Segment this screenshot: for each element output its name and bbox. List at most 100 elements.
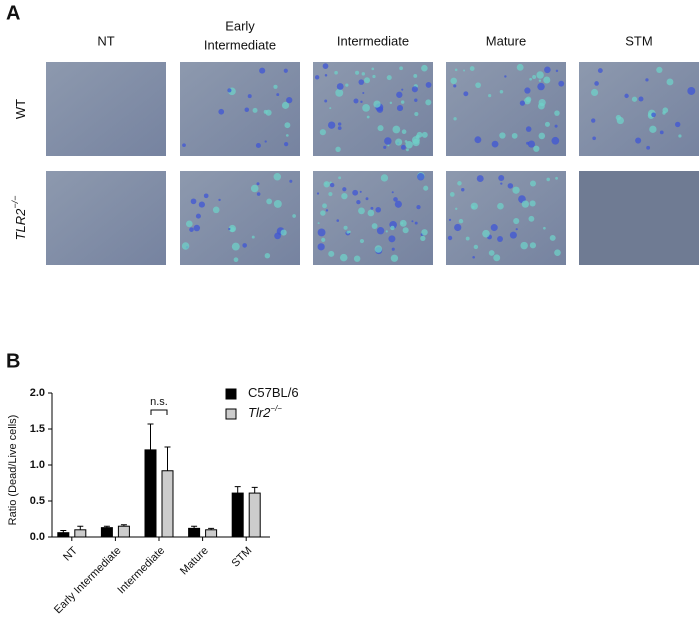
cell-stain xyxy=(322,203,327,209)
cell-stain xyxy=(504,75,507,78)
cell-stain xyxy=(393,197,398,202)
cell-stain xyxy=(455,207,458,210)
cell-stain xyxy=(421,229,428,236)
cell-stain xyxy=(454,223,462,232)
cell-stain xyxy=(400,100,405,104)
cell-stain xyxy=(498,174,505,181)
cell-stain xyxy=(352,189,359,196)
cell-stain xyxy=(193,224,201,232)
cell-stain xyxy=(414,98,418,102)
cell-stain xyxy=(509,231,517,239)
cell-stain xyxy=(233,257,239,263)
cell-stain xyxy=(182,143,186,148)
cell-stain xyxy=(316,192,320,195)
cell-stain xyxy=(411,220,414,223)
cell-stain xyxy=(687,87,696,95)
cell-stain xyxy=(399,66,403,71)
cell-stain xyxy=(474,136,482,144)
cell-stain xyxy=(529,77,532,81)
column-header: STM xyxy=(625,33,652,48)
cell-stain xyxy=(401,129,407,135)
cell-stain xyxy=(320,210,326,216)
bar xyxy=(100,527,113,538)
cell-stain xyxy=(255,142,261,149)
cell-stain xyxy=(384,137,392,145)
cell-stain xyxy=(631,96,638,102)
x-tick-label: Mature xyxy=(178,545,211,578)
cell-stain xyxy=(425,99,432,106)
cell-stain xyxy=(391,247,395,251)
bar xyxy=(188,527,201,538)
y-tick-label: 2.0 xyxy=(30,387,45,399)
cell-stain xyxy=(396,105,404,112)
cell-stain xyxy=(341,192,348,200)
cell-stain xyxy=(491,140,499,148)
cell-stain xyxy=(336,83,344,90)
cell-stain xyxy=(538,132,546,140)
image-grid: NT Early Intermediate Intermediate Mature STM… xyxy=(10,18,699,265)
cell-stain xyxy=(411,86,418,93)
legend-superscript: −/− xyxy=(270,404,282,413)
cell-stain xyxy=(405,148,409,152)
cell-stain xyxy=(513,217,520,225)
cell-stain xyxy=(374,245,383,253)
cell-stain xyxy=(453,84,457,88)
cell-stain xyxy=(375,206,382,213)
y-axis-label: Ratio (Dead/Live cells) xyxy=(7,415,19,526)
cell-stain xyxy=(597,68,603,73)
cell-stain xyxy=(362,104,370,112)
cell-stain xyxy=(488,250,495,256)
bar xyxy=(74,529,87,538)
cell-stain xyxy=(345,83,349,87)
micrograph xyxy=(446,171,566,265)
cell-stain xyxy=(364,77,371,84)
cell-stain xyxy=(448,218,452,222)
cell-stain xyxy=(391,191,394,194)
cell-stain xyxy=(507,183,514,189)
cell-stain xyxy=(405,140,413,149)
cell-stain xyxy=(273,173,282,181)
cell-stain xyxy=(555,69,559,73)
cell-stain xyxy=(421,131,428,138)
cell-stain xyxy=(423,185,429,191)
cell-stain xyxy=(328,191,333,197)
cell-stain xyxy=(528,215,535,222)
cell-stain xyxy=(532,75,537,80)
cell-stain xyxy=(592,136,596,141)
cell-stain xyxy=(591,118,596,123)
cell-stain xyxy=(203,193,209,199)
cell-stain xyxy=(551,136,560,145)
cell-stain xyxy=(390,254,399,262)
cell-stain xyxy=(247,94,252,99)
cell-stain xyxy=(490,224,498,232)
cell-stain xyxy=(449,192,455,197)
column-header: Intermediate xyxy=(204,37,276,52)
cell-stain xyxy=(666,78,674,86)
cell-stain xyxy=(334,70,338,75)
cell-stain xyxy=(373,100,381,108)
cell-stain xyxy=(286,96,293,104)
cell-stain xyxy=(482,229,490,238)
cell-stain xyxy=(537,82,545,91)
cell-stain xyxy=(538,102,545,110)
error-bar xyxy=(191,525,198,529)
cell-stain xyxy=(635,137,642,144)
cell-stain xyxy=(195,213,201,219)
cell-stain xyxy=(421,64,428,72)
cell-stain xyxy=(244,107,250,113)
cell-stain xyxy=(555,176,558,180)
cell-stain xyxy=(365,197,369,201)
cell-stain xyxy=(554,249,561,257)
x-tick-label: STM xyxy=(229,545,254,570)
bar xyxy=(161,470,174,538)
row-label: WT xyxy=(13,99,28,119)
cell-stain xyxy=(417,173,425,181)
cell-stain xyxy=(463,69,466,72)
cell-stain xyxy=(242,243,247,248)
bar xyxy=(231,492,244,538)
column-header: Intermediate xyxy=(337,33,409,48)
cell-stain xyxy=(280,229,287,236)
cell-stain xyxy=(335,146,341,153)
cell-stain xyxy=(524,87,531,94)
